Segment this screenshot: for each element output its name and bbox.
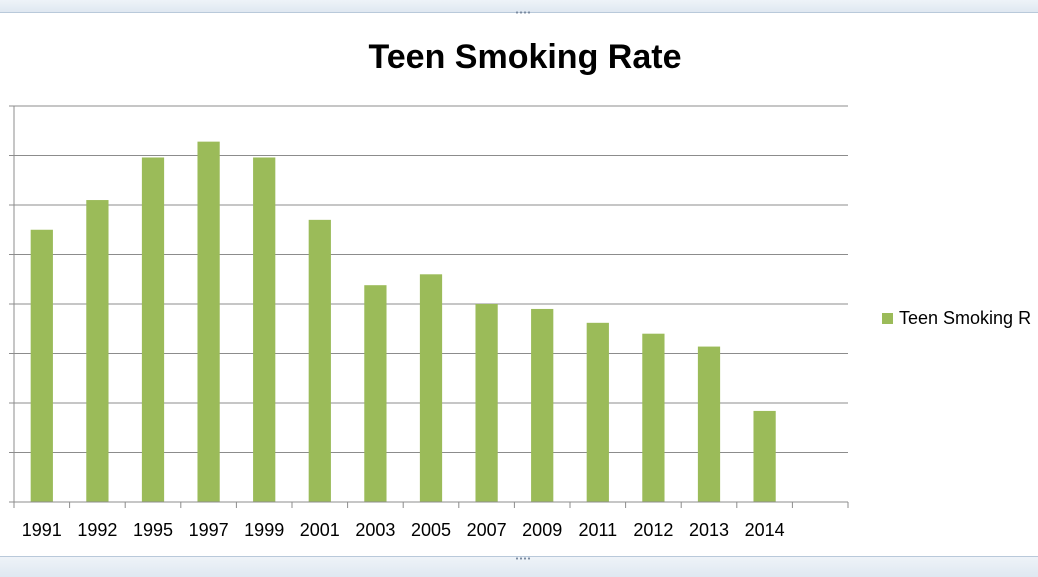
bar-2011 [586, 322, 609, 502]
x-tick-label: 2013 [689, 520, 729, 540]
x-tick-label: 1992 [77, 520, 117, 540]
bar-2003 [364, 285, 387, 502]
bar-2013 [697, 346, 721, 502]
x-tick-label: 1991 [22, 520, 62, 540]
bar-2012 [642, 333, 665, 502]
x-tick-label: 2007 [467, 520, 507, 540]
bar-1992 [86, 200, 109, 503]
x-tick-label: 1997 [189, 520, 229, 540]
legend-swatch [882, 313, 893, 324]
bar-chart: 1991 1992 1995 1997 1999 2001 2003 2005 2007 2009… [9, 105, 849, 540]
x-tick-label: 2009 [522, 520, 562, 540]
x-tick-label: 2005 [411, 520, 451, 540]
bars [30, 141, 776, 503]
bar-2009 [531, 308, 554, 502]
bar-1991 [30, 229, 53, 502]
legend-label: Teen Smoking R [899, 308, 1032, 328]
bar-1997 [197, 141, 220, 502]
bar-2014 [753, 410, 776, 502]
axes [9, 105, 849, 508]
x-tick-labels: 1991 1992 1995 1997 1999 2001 2003 2005 2007 2009… [22, 520, 785, 540]
bar-2001 [308, 219, 331, 502]
x-tick-label: 2003 [355, 520, 395, 540]
x-tick-label: 2014 [745, 520, 785, 540]
x-tick-label: 2011 [578, 520, 617, 540]
resize-handle-top[interactable] [515, 11, 531, 14]
x-tick-label: 1995 [133, 520, 173, 540]
x-tick-label: 2012 [633, 520, 673, 540]
x-tick-label: 2001 [300, 520, 340, 540]
bar-2007 [475, 304, 498, 502]
legend: Teen Smoking R [882, 308, 1031, 329]
chart-title: Teen Smoking Rate [368, 38, 682, 76]
window-bottom-edge [0, 556, 1038, 577]
bar-1999 [253, 157, 276, 503]
resize-handle-bottom[interactable] [515, 557, 531, 560]
bar-2005 [419, 274, 443, 502]
bar-1995 [141, 157, 165, 503]
x-tick-label: 1999 [244, 520, 284, 540]
